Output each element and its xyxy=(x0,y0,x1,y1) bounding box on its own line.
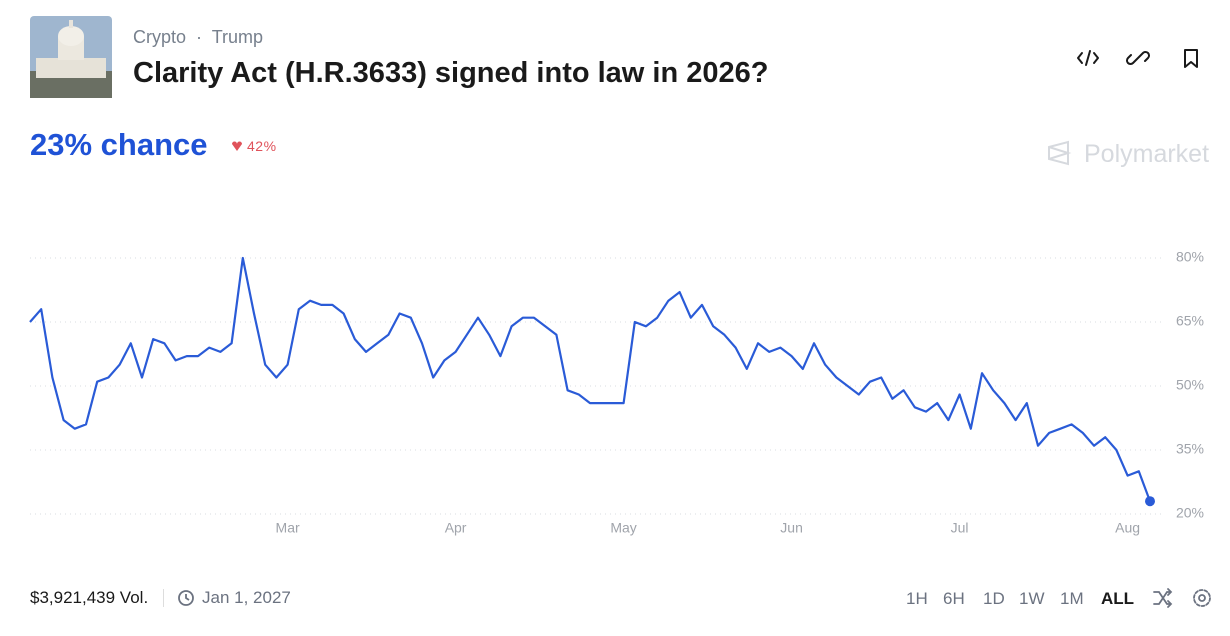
volume: $3,921,439 Vol. xyxy=(30,588,149,607)
timeframe-button[interactable]: 1H xyxy=(906,589,928,608)
separator xyxy=(163,589,164,607)
price-line xyxy=(29,256,1152,502)
bookmark-icon[interactable] xyxy=(1184,49,1198,68)
market-image xyxy=(30,16,112,98)
chance: 23% chance xyxy=(30,127,208,162)
y-tick-label: 50% xyxy=(1176,377,1204,393)
last-point xyxy=(1145,496,1155,507)
x-tick-label: Jun xyxy=(780,520,803,536)
link-icon[interactable] xyxy=(1125,50,1151,66)
chart: 20% 35% 50% 65% 80% Mar Apr May Jun Jul Aug xyxy=(29,249,1204,536)
category[interactable]: Trump xyxy=(211,27,264,47)
action-icons xyxy=(1077,49,1198,68)
x-tick-label: Mar xyxy=(276,520,300,536)
down-triangle xyxy=(232,141,242,151)
y-tick-label: 35% xyxy=(1176,441,1204,457)
category-line: Crypto · Trump xyxy=(133,27,264,47)
brand-icon xyxy=(1048,140,1072,166)
timeframe-button[interactable]: ALL xyxy=(1101,589,1135,608)
x-tick-label: May xyxy=(610,520,636,536)
clock-icon xyxy=(178,590,194,606)
embed-icon[interactable] xyxy=(1077,50,1099,66)
timeframe-button[interactable]: 1M xyxy=(1060,589,1084,608)
timeframe-button[interactable]: 6H xyxy=(943,589,965,608)
x-tick-label: Apr xyxy=(445,520,467,536)
y-tick-label: 65% xyxy=(1176,313,1204,329)
y-tick-label: 20% xyxy=(1176,505,1204,521)
settings-icon[interactable] xyxy=(1198,594,1206,602)
controls xyxy=(1153,588,1211,608)
category[interactable]: Crypto xyxy=(133,27,187,47)
change: 42% xyxy=(247,138,277,154)
x-tick-label: Jul xyxy=(951,520,969,536)
x-tick-label: Aug xyxy=(1115,520,1140,536)
end-date: Jan 1, 2027 xyxy=(202,588,291,607)
timeframe-button[interactable]: 1D xyxy=(983,589,1005,608)
brand: Polymarket xyxy=(1084,140,1210,168)
shuffle-icon[interactable] xyxy=(1153,588,1173,608)
y-tick-label: 80% xyxy=(1176,249,1204,265)
timeframe-button[interactable]: 1W xyxy=(1019,589,1045,608)
market-title: Clarity Act (H.R.3633) signed into law i… xyxy=(133,57,769,89)
